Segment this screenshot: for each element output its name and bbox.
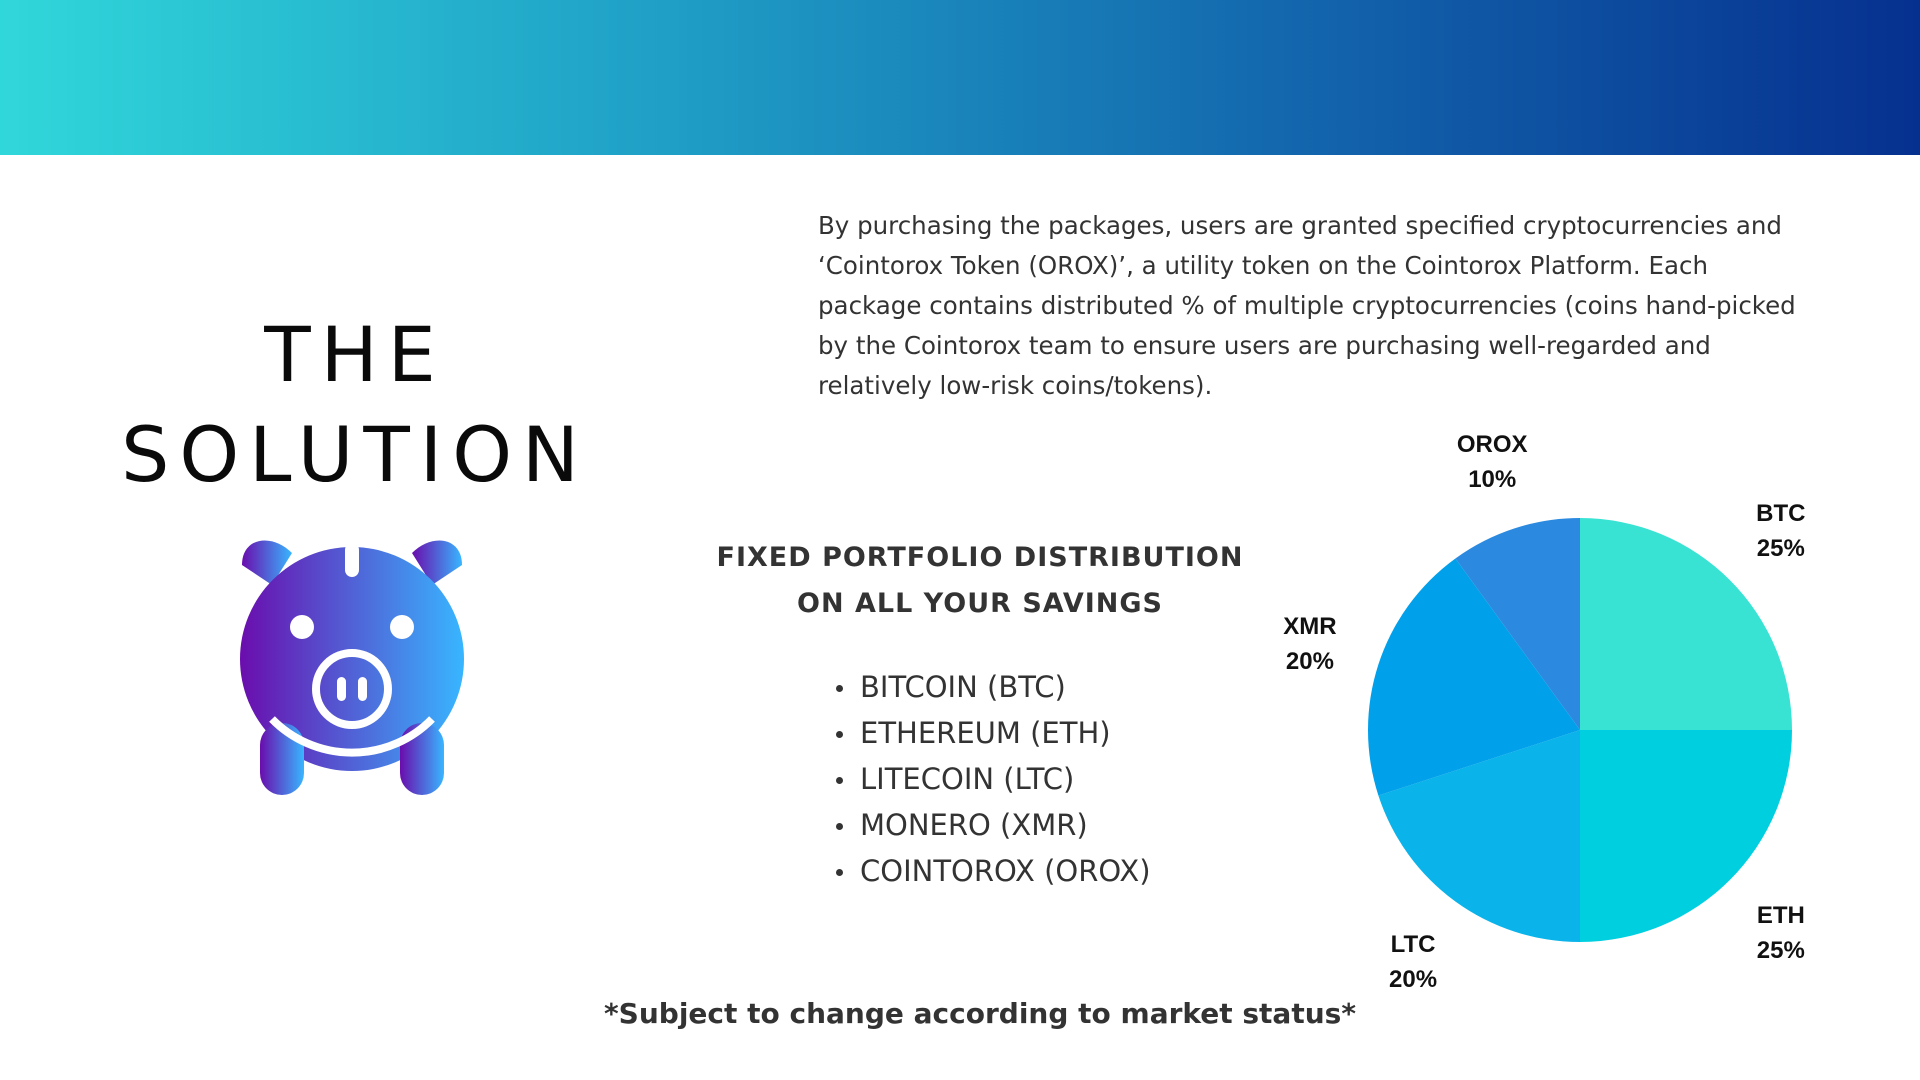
coin-list-item: COINTOROX (OROX) xyxy=(826,848,1151,894)
pie-label-xmr: XMR xyxy=(1283,613,1336,640)
pie-value-btc: 25% xyxy=(1757,535,1805,562)
pie-slice-btc xyxy=(1580,518,1792,730)
intro-paragraph: By purchasing the packages, users are gr… xyxy=(818,211,1796,400)
pie-label-eth: ETH xyxy=(1757,902,1805,929)
pie-label-orox: OROX xyxy=(1457,431,1528,458)
pie-slice-xmr xyxy=(1368,558,1580,796)
pie-label-ltc: LTC xyxy=(1391,931,1436,958)
page-title: THE SOLUTION xyxy=(60,305,650,505)
distribution-heading: FIXED PORTFOLIO DISTRIBUTION ON ALL YOUR… xyxy=(690,535,1270,627)
pie-slice-eth xyxy=(1580,730,1792,942)
pie-slice-orox xyxy=(1455,518,1580,730)
coin-list: BITCOIN (BTC) ETHEREUM (ETH) LITECOIN (L… xyxy=(826,664,1151,894)
coin-list-item: MONERO (XMR) xyxy=(826,802,1151,848)
distribution-heading-line-2: ON ALL YOUR SAVINGS xyxy=(797,588,1163,619)
coin-list-item: LITECOIN (LTC) xyxy=(826,756,1151,802)
pie-value-xmr: 20% xyxy=(1286,648,1334,675)
pie-slice-ltc xyxy=(1378,730,1580,942)
footnote: *Subject to change according to market s… xyxy=(604,997,1356,1030)
pie-label-btc: BTC xyxy=(1756,500,1805,527)
coin-list-item: BITCOIN (BTC) xyxy=(826,664,1151,710)
piggy-bank-icon xyxy=(240,540,464,795)
pie-value-ltc: 20% xyxy=(1389,966,1437,990)
pie-value-orox: 10% xyxy=(1468,466,1516,493)
coin-list-item: ETHEREUM (ETH) xyxy=(826,710,1151,756)
page-title-line-1: THE xyxy=(264,310,446,399)
pie-value-eth: 25% xyxy=(1757,937,1805,964)
distribution-heading-line-1: FIXED PORTFOLIO DISTRIBUTION xyxy=(716,542,1244,573)
portfolio-pie-chart: BTC 25% ETH 25% LTC 20% XMR 20% OROX 10% xyxy=(1283,431,1805,990)
header-gradient-band xyxy=(0,0,1920,155)
page-title-line-2: SOLUTION xyxy=(121,410,589,499)
